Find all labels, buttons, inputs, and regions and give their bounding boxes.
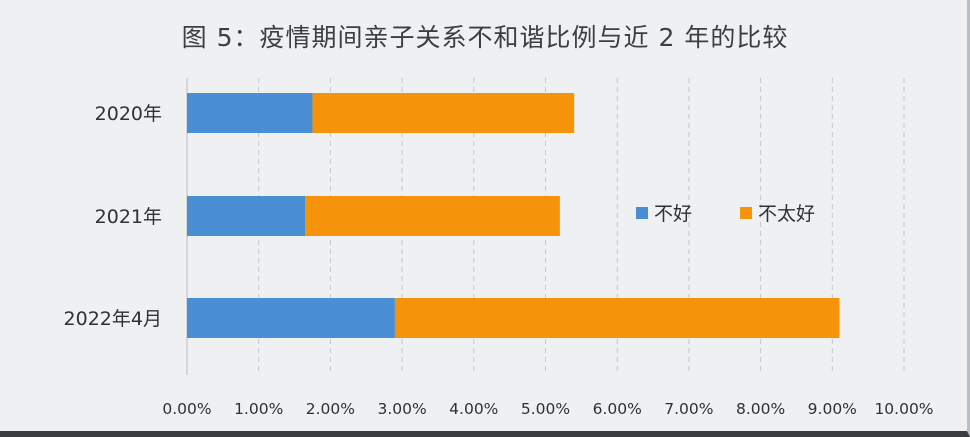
bar-segment-bu-hao [187, 298, 395, 338]
legend-label: 不太好 [758, 203, 815, 225]
x-tick-label: 5.00% [521, 400, 570, 418]
x-tick-label: 2.00% [306, 400, 355, 418]
x-tick-label: 7.00% [664, 400, 713, 418]
x-tick-label: 3.00% [377, 400, 426, 418]
category-label: 2021年 [95, 206, 162, 228]
legend-swatch [636, 207, 648, 219]
legend-label: 不好 [654, 203, 692, 225]
legend-swatch [740, 207, 752, 219]
bar-segment-bu-hao [187, 93, 313, 133]
x-tick-label: 4.00% [449, 400, 498, 418]
x-tick-label: 9.00% [808, 400, 857, 418]
bar-segment-bu-tai-hao [394, 298, 840, 338]
bar-segment-bu-hao [187, 196, 306, 236]
x-tick-label: 8.00% [736, 400, 785, 418]
bar-segment-bu-tai-hao [312, 93, 575, 133]
x-tick-label: 10.00% [874, 400, 933, 418]
category-label: 2020年 [95, 103, 162, 125]
category-label: 2022年4月 [64, 308, 162, 330]
x-tick-label: 0.00% [162, 400, 211, 418]
bar-segment-bu-tai-hao [305, 196, 560, 236]
chart-title: 图 5：疫情期间亲子关系不和谐比例与近 2 年的比较 [181, 23, 789, 52]
x-tick-label: 1.00% [234, 400, 283, 418]
x-tick-label: 6.00% [593, 400, 642, 418]
